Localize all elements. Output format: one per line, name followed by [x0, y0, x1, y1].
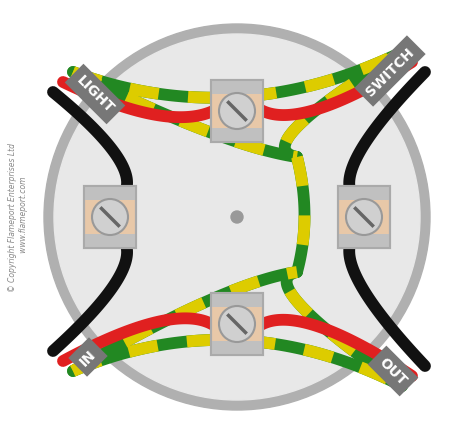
Circle shape	[44, 25, 430, 410]
Circle shape	[346, 200, 382, 236]
Bar	[338, 235, 390, 248]
Text: IN: IN	[77, 346, 99, 368]
FancyBboxPatch shape	[211, 293, 263, 355]
Circle shape	[219, 306, 255, 342]
Bar	[84, 187, 136, 200]
Bar	[211, 293, 263, 307]
FancyBboxPatch shape	[84, 187, 136, 248]
Text: LIGHT: LIGHT	[73, 73, 117, 116]
Text: © Copyright Flameport Enterprises Ltd
   www.flameport.com: © Copyright Flameport Enterprises Ltd ww…	[9, 143, 27, 292]
Text: OUT: OUT	[376, 355, 410, 388]
Circle shape	[92, 200, 128, 236]
Bar	[84, 235, 136, 248]
Bar	[211, 342, 263, 355]
Circle shape	[54, 35, 420, 400]
Bar	[338, 187, 390, 200]
Circle shape	[219, 94, 255, 130]
FancyBboxPatch shape	[338, 187, 390, 248]
Text: SWITCH: SWITCH	[363, 45, 417, 99]
FancyBboxPatch shape	[211, 81, 263, 143]
Bar	[211, 129, 263, 143]
Bar	[211, 81, 263, 95]
Circle shape	[231, 211, 243, 224]
